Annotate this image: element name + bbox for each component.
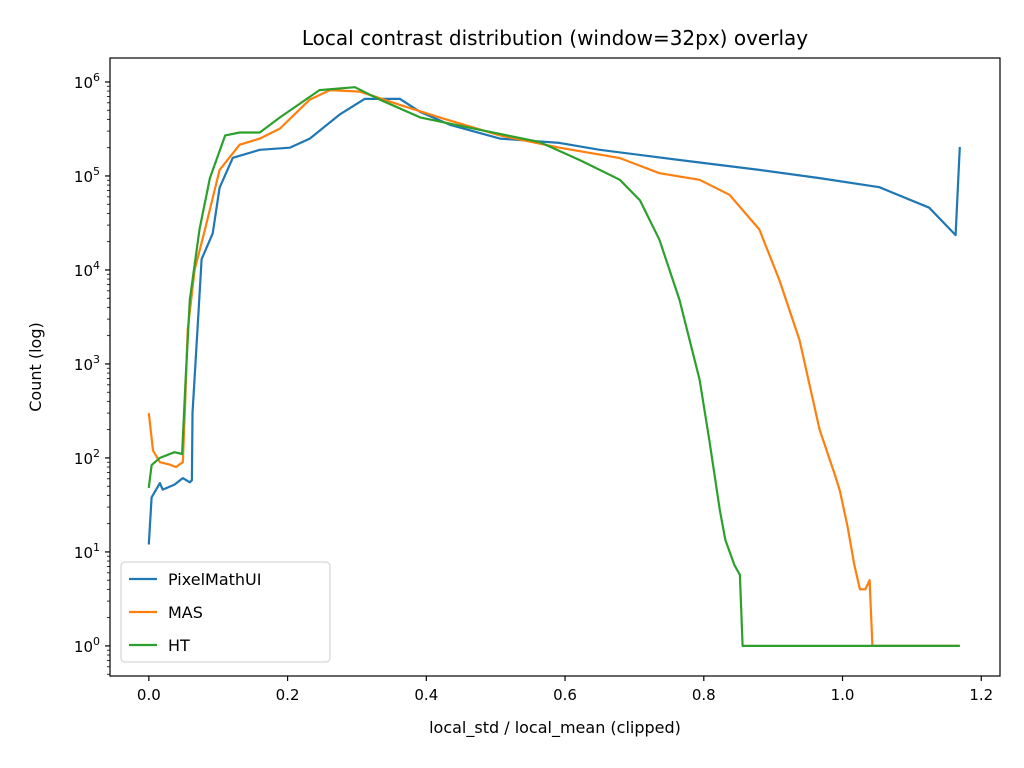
x-tick-label: 0.6 bbox=[553, 686, 577, 704]
x-tick-label: 0.2 bbox=[276, 686, 300, 704]
x-axis: 0.0 0.2 0.4 0.6 0.8 1.0 1.2 bbox=[137, 676, 993, 704]
y-tick-label: 102 bbox=[74, 447, 100, 468]
x-tick-label: 0.8 bbox=[692, 686, 716, 704]
x-tick-label: 0.4 bbox=[414, 686, 438, 704]
y-tick-label: 105 bbox=[74, 165, 100, 186]
legend-box bbox=[120, 561, 331, 663]
legend-label: MAS bbox=[168, 603, 203, 622]
y-axis-label: Count (log) bbox=[26, 322, 45, 411]
axes-frame bbox=[109, 57, 1001, 677]
legend-label: PixelMathUI bbox=[168, 570, 261, 589]
legend: PixelMathUI MAS HT bbox=[120, 561, 331, 663]
plot-area bbox=[147, 86, 961, 648]
x-tick-label: 0.0 bbox=[137, 686, 161, 704]
x-tick-label: 1.0 bbox=[831, 686, 855, 704]
y-tick-label: 101 bbox=[74, 541, 100, 562]
y-tick-label: 104 bbox=[74, 259, 100, 280]
x-tick-label: 1.2 bbox=[969, 686, 993, 704]
chart-title: Local contrast distribution (window=32px… bbox=[302, 26, 808, 50]
y-tick-label: 103 bbox=[74, 353, 100, 374]
series-line-pixelmathui bbox=[147, 97, 961, 545]
x-axis-label: local_std / local_mean (clipped) bbox=[429, 718, 681, 738]
y-axis: 100 101 102 103 104 105 106 bbox=[74, 71, 110, 675]
y-tick-label: 106 bbox=[74, 71, 100, 92]
legend-label: HT bbox=[168, 636, 190, 655]
series-line-ht bbox=[147, 86, 960, 648]
y-tick-label: 100 bbox=[74, 635, 100, 656]
